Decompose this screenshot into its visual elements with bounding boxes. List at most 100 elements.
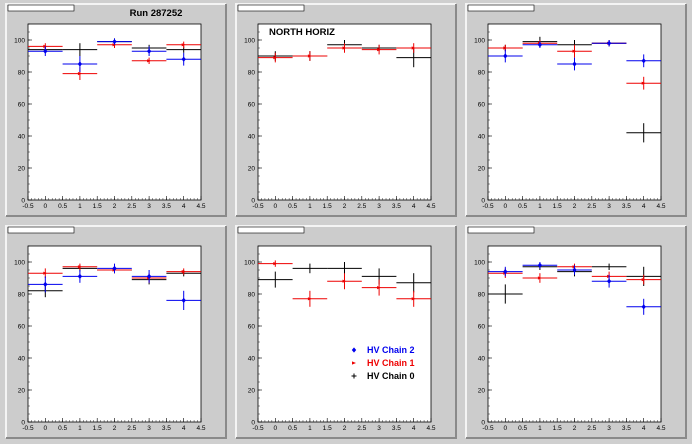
pad-title-box	[7, 4, 75, 12]
plot-area	[257, 23, 432, 201]
x-tick-label: 4	[182, 425, 186, 432]
data-point-marker	[147, 59, 152, 63]
x-tick-label: 4.5	[426, 425, 435, 432]
x-tick-label: -0.5	[482, 203, 494, 210]
pad-bevel-light	[235, 3, 456, 216]
data-point-marker	[503, 46, 508, 50]
x-tick-label: 4	[642, 203, 646, 210]
series-hv-chain-2	[28, 38, 201, 72]
x-tick-label: 3.5	[392, 203, 401, 210]
x-tick-label: 1.5	[553, 425, 562, 432]
data-point-marker	[606, 40, 612, 46]
y-tick-label: 100	[244, 259, 255, 266]
y-tick-label: 100	[474, 37, 485, 44]
y-tick-label: 80	[478, 69, 486, 76]
data-point-marker	[342, 46, 347, 50]
data-point-marker	[377, 286, 382, 290]
series-hv-chain-2	[488, 40, 661, 71]
x-tick-label: 3	[377, 203, 381, 210]
x-tick-label: 2.5	[587, 203, 596, 210]
legend-label: HV Chain 0	[367, 371, 415, 381]
y-tick-label: 60	[248, 101, 256, 108]
x-tick-label: 4	[182, 203, 186, 210]
x-tick-label: 1	[538, 203, 542, 210]
data-point-marker	[43, 271, 48, 275]
pad-title-box	[7, 226, 75, 234]
data-point-marker	[606, 278, 612, 284]
x-tick-label: 4.5	[196, 203, 205, 210]
data-point-marker	[641, 304, 646, 310]
x-tick-label: 3	[377, 425, 381, 432]
x-tick-label: 4	[412, 425, 416, 432]
y-tick-label: 80	[478, 291, 486, 298]
y-tick-label: 20	[248, 165, 256, 172]
x-tick-label: 1	[308, 425, 312, 432]
x-tick-label: 3.5	[162, 425, 171, 432]
data-point-marker	[411, 297, 416, 301]
x-tick-label: 0	[273, 203, 277, 210]
y-tick-label: 20	[18, 387, 26, 394]
x-tick-label: 3.5	[392, 425, 401, 432]
data-point-marker	[537, 276, 542, 280]
x-tick-label: 3.5	[622, 425, 631, 432]
legend-marker-diamond	[351, 347, 357, 353]
x-tick-label: 1	[308, 203, 312, 210]
x-tick-label: -0.5	[22, 425, 34, 432]
y-tick-label: 80	[248, 69, 256, 76]
x-tick-label: 1	[78, 203, 82, 210]
x-tick-label: 0.5	[58, 425, 67, 432]
x-tick-label: 0.5	[518, 425, 527, 432]
region-label: NORTH HORIZ	[269, 27, 335, 38]
y-tick-label: 40	[248, 133, 256, 140]
x-tick-label: 0	[43, 203, 47, 210]
pad-title-box	[237, 4, 305, 12]
x-tick-label: 4.5	[426, 203, 435, 210]
x-tick-label: 0.5	[518, 203, 527, 210]
x-tick-label: 4	[642, 425, 646, 432]
x-tick-label: 4.5	[656, 425, 665, 432]
x-tick-label: 0.5	[288, 425, 297, 432]
data-point-marker	[112, 265, 117, 271]
x-tick-label: 2	[343, 425, 347, 432]
x-tick-label: 3.5	[162, 203, 171, 210]
data-point-marker	[43, 48, 48, 54]
pad-bevel-dark	[236, 226, 457, 439]
x-tick-label: 3	[607, 203, 611, 210]
pad-bevel-light	[465, 3, 686, 216]
pad-bevel-light	[5, 3, 226, 216]
chart-pad-1: -0.5 0 0.5 1 1.5 2 2.5 3 3.5 4 4.5020406080100Run …	[5, 3, 227, 217]
data-point-marker	[77, 265, 82, 269]
pad-bevel-dark	[6, 4, 227, 217]
data-point-marker	[641, 278, 646, 282]
x-tick-label: -0.5	[252, 203, 264, 210]
x-tick-label: 0.5	[58, 203, 67, 210]
legend-marker-arrow	[352, 361, 356, 365]
x-tick-label: 3	[607, 425, 611, 432]
data-point-marker	[572, 61, 577, 67]
plot-area	[27, 245, 202, 423]
run-label: Run 287252	[130, 8, 183, 19]
pad-bevel-dark	[6, 226, 227, 439]
data-point-marker	[43, 281, 48, 287]
x-tick-label: 2.5	[357, 203, 366, 210]
y-tick-label: 20	[478, 387, 486, 394]
x-tick-label: 0.5	[288, 203, 297, 210]
data-point-marker	[77, 72, 82, 76]
series-hv-chain-2	[488, 262, 661, 315]
chart-pad-2: -0.5 0 0.5 1 1.5 2 2.5 3 3.5 4 4.5020406080100NORT…	[235, 3, 457, 217]
data-point-marker	[572, 267, 577, 273]
x-tick-label: 2.5	[127, 425, 136, 432]
x-tick-label: -0.5	[252, 425, 264, 432]
x-tick-label: 4	[412, 203, 416, 210]
data-point-marker	[307, 54, 312, 58]
y-tick-label: 0	[251, 419, 255, 426]
data-point-marker	[112, 39, 117, 45]
data-point-marker	[146, 273, 152, 279]
x-tick-label: 4.5	[196, 425, 205, 432]
y-tick-label: 60	[478, 323, 486, 330]
x-tick-label: -0.5	[482, 425, 494, 432]
x-tick-label: 2.5	[587, 425, 596, 432]
data-point-marker	[641, 58, 646, 64]
x-tick-label: 1.5	[93, 425, 102, 432]
